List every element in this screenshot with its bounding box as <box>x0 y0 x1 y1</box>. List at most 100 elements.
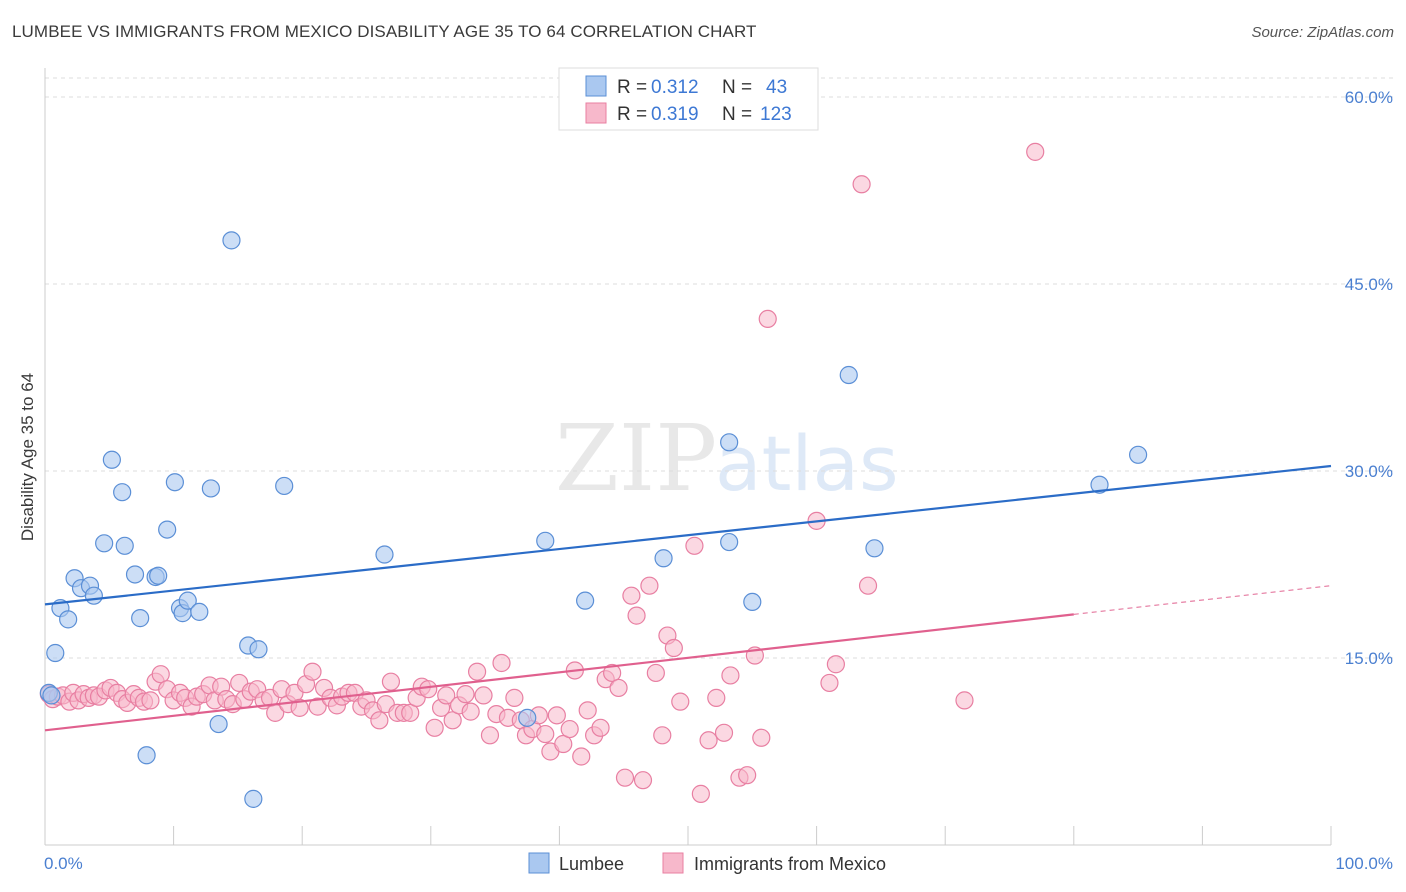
watermark: ZIP atlas <box>555 405 899 512</box>
mexico-point-93 <box>591 718 610 737</box>
mexico-point-69 <box>443 711 462 730</box>
mexico-point-71 <box>456 685 475 704</box>
legend-swatch-lumbee <box>585 75 607 97</box>
lumbee-point-10 <box>113 483 132 502</box>
legend-n-value-1: 43 <box>766 77 787 98</box>
mexico-point-103 <box>653 726 672 745</box>
lumbee-point-23 <box>201 479 220 498</box>
mexico-point-114 <box>738 766 757 785</box>
lumbee-point-37 <box>743 592 762 612</box>
mexico-point-105 <box>664 638 683 658</box>
mexico-point-87 <box>554 734 573 754</box>
source-credit: Source: ZipAtlas.com <box>1251 24 1394 41</box>
lumbee-point-39 <box>865 539 884 558</box>
mexico-point-117 <box>758 309 777 329</box>
mexico-point-119 <box>820 673 839 693</box>
x-tick-label-min: 0.0% <box>44 854 83 873</box>
mexico-point-73 <box>467 662 487 681</box>
lumbee-point-36 <box>720 532 739 552</box>
mexico-trendline-extension <box>1073 585 1332 615</box>
mexico-point-59 <box>381 672 401 691</box>
mexico-point-84 <box>536 724 555 744</box>
mexico-point-90 <box>572 747 591 766</box>
legend-n-label-1: N = <box>722 77 752 98</box>
lumbee-point-33 <box>576 591 595 610</box>
lumbee-point-18 <box>165 473 184 492</box>
mexico-point-65 <box>419 680 438 699</box>
lumbee-point-40 <box>1090 475 1109 494</box>
mexico-point-96 <box>609 678 628 698</box>
mexico-point-97 <box>615 768 635 787</box>
lumbee-points <box>39 231 1148 808</box>
mexico-point-122 <box>858 576 878 595</box>
lumbee-point-1 <box>46 643 65 663</box>
lumbee-point-41 <box>1128 445 1148 464</box>
bottom-legend-swatch-mexico <box>662 852 684 874</box>
chart-title: LUMBEE VS IMMIGRANTS FROM MEXICO DISABIL… <box>12 22 757 41</box>
mexico-point-77 <box>492 653 511 673</box>
mexico-point-102 <box>646 663 665 683</box>
lumbee-point-9 <box>102 450 121 469</box>
lumbee-point-13 <box>131 609 150 628</box>
lumbee-point-35 <box>720 433 739 452</box>
mexico-point-72 <box>461 702 480 721</box>
mexico-point-99 <box>627 606 646 625</box>
mexico-point-95 <box>603 663 622 683</box>
mexico-point-75 <box>480 726 500 745</box>
lumbee-point-31 <box>518 708 537 727</box>
bottom-legend-label-mexico: Immigrants from Mexico <box>694 854 886 874</box>
lumbee-point-34 <box>654 549 673 568</box>
lumbee-point-21 <box>178 591 197 610</box>
lumbee-point-22 <box>190 602 209 621</box>
mexico-point-100 <box>633 771 653 790</box>
mexico-point-109 <box>699 731 718 750</box>
mexico-point-120 <box>826 655 845 674</box>
y-tick-labels: 15.0% 30.0% 45.0% 60.0% <box>1345 88 1393 668</box>
mexico-point-108 <box>691 784 710 803</box>
mexico-point-110 <box>707 688 726 707</box>
lumbee-point-27 <box>244 789 263 808</box>
legend-r-label-1: R = <box>617 77 647 98</box>
mexico-point-123 <box>955 691 974 710</box>
mexico-point-91 <box>578 701 597 720</box>
mexico-point-46 <box>303 662 322 681</box>
legend-r-label-2: R = <box>617 104 647 125</box>
legend-n-label-2: N = <box>722 104 752 125</box>
mexico-point-57 <box>370 711 389 730</box>
lumbee-point-7 <box>84 586 103 605</box>
legend-n-value-2: 123 <box>760 104 792 125</box>
lumbee-point-3 <box>59 610 78 629</box>
lumbee-point-38 <box>839 365 858 385</box>
mexico-point-124 <box>1026 142 1045 161</box>
mexico-point-112 <box>721 666 740 685</box>
lumbee-point-12 <box>125 565 145 584</box>
lumbee-point-42 <box>42 686 61 705</box>
x-tick-labels: 0.0% 100.0% <box>44 854 1393 873</box>
y-axis-title: Disability Age 35 to 64 <box>18 373 37 541</box>
mexico-point-121 <box>852 175 871 194</box>
axes <box>44 68 1332 846</box>
bottom-legend: Lumbee Immigrants from Mexico <box>528 852 886 874</box>
legend-box: R = 0.312 N = 43 R = 0.319 N = 123 <box>558 67 819 131</box>
mexico-point-66 <box>425 718 444 737</box>
y-tick-label-1: 30.0% <box>1345 462 1393 481</box>
lumbee-trendline <box>44 464 1332 606</box>
watermark-atlas: atlas <box>715 419 899 508</box>
lumbee-point-25 <box>222 231 241 250</box>
y-tick-label-2: 45.0% <box>1345 275 1393 294</box>
lumbee-point-17 <box>158 520 177 539</box>
mexico-point-86 <box>547 706 566 725</box>
y-tick-label-0: 15.0% <box>1345 649 1393 668</box>
bottom-legend-label-lumbee: Lumbee <box>559 854 624 874</box>
mexico-point-74 <box>474 686 493 705</box>
mexico-trendline <box>44 613 1074 732</box>
mexico-point-44 <box>290 698 309 717</box>
lumbee-point-24 <box>209 714 228 734</box>
mexico-point-19 <box>141 691 160 710</box>
lumbee-point-30 <box>375 545 394 564</box>
lumbee-point-11 <box>115 536 134 555</box>
mexico-point-98 <box>622 586 641 605</box>
mexico-point-116 <box>752 728 771 747</box>
legend-swatch-mexico <box>585 102 607 124</box>
